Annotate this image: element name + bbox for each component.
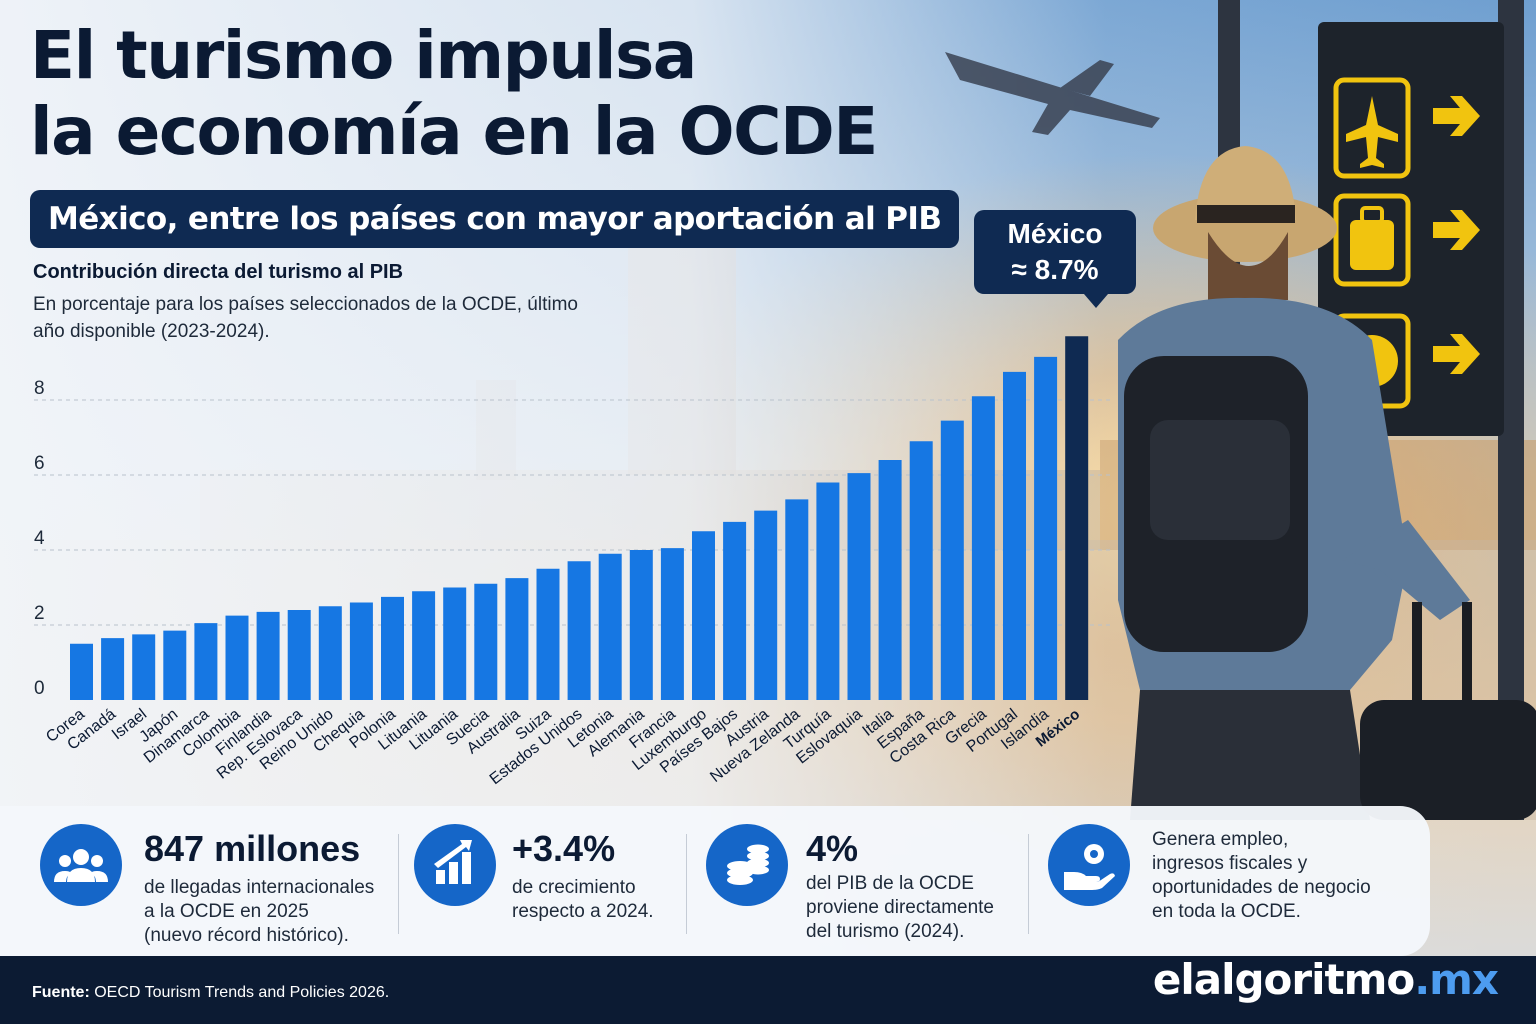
coins-icon [706,824,788,906]
traveler-figure [1118,146,1536,820]
brand-main: elalgoritmo [1152,955,1415,1004]
stat-text-line: del PIB de la OCDE [806,873,974,894]
title-line-2: la economía en la OCDE [30,93,878,170]
stat-growth-value: +3.4% [512,828,616,869]
stat-arrivals-value: 847 millones [144,828,361,869]
stat-text-line: respecto a 2024. [512,901,654,922]
brand-logo[interactable]: elalgoritmo.mx [1152,955,1499,1004]
stat-employment: Genera empleo, ingresos fiscales y oport… [1048,806,1418,956]
bar-growth-icon [414,824,496,906]
divider [686,834,687,934]
source-label: Fuente: [32,984,90,1001]
chart-title: Contribución directa del turismo al PIB [33,261,404,283]
arrow-right-icon [1433,334,1480,374]
stat-text-line: oportunidades de negocio [1152,877,1371,898]
chart-subtitle: En porcentaje para los países selecciona… [33,294,578,342]
stat-gdp: 4% del PIB de la OCDE proviene directame… [706,806,1026,956]
stat-arrivals-text: de llegadas internacionales a la OCDE en… [144,876,374,948]
stat-growth: +3.4% de crecimiento respecto a 2024. [414,806,694,956]
hand-gear-icon [1048,824,1130,906]
source-text: OECD Tourism Trends and Policies 2026. [94,984,390,1001]
arrow-right-icon [1433,96,1480,136]
stat-growth-text: de crecimiento respecto a 2024. [512,876,654,924]
stat-arrivals: 847 millones de llegadas internacionales… [40,806,410,956]
people-group-icon [40,824,122,906]
stat-gdp-text: del PIB de la OCDE proviene directamente… [806,872,994,944]
mexico-callout: México ≈ 8.7% [974,210,1136,308]
stat-text-line: en toda la OCDE. [1152,901,1301,922]
callout-value: ≈ 8.7% [1011,254,1099,285]
stat-text-line: a la OCDE en 2025 [144,901,309,922]
plane-sign-icon [1333,77,1411,179]
page-title: El turismo impulsa la economía en la OCD… [30,17,878,170]
brand-tld: .mx [1414,955,1499,1004]
footer-bar [0,956,1536,1024]
divider [398,834,399,934]
divider [1028,834,1029,934]
title-line-1: El turismo impulsa [30,17,697,94]
stat-text-line: Genera empleo, [1152,829,1289,850]
stat-text-line: (nuevo récord histórico). [144,925,349,946]
source-note: Fuente: OECD Tourism Trends and Policies… [32,984,389,1002]
stat-text-line: de llegadas internacionales [144,877,375,898]
arrow-right-icon [1433,210,1480,250]
stats-panel: 847 millones de llegadas internacionales… [0,806,1430,956]
stat-employment-text: Genera empleo, ingresos fiscales y oport… [1152,828,1371,924]
callout-country: México [1007,218,1103,249]
stat-gdp-value: 4% [806,828,859,869]
stat-text-line: ingresos fiscales y [1152,853,1308,874]
stat-text-line: de crecimiento [512,877,636,898]
subtitle-banner: México, entre los países con mayor aport… [30,190,960,248]
stat-text-line: del turismo (2024). [806,921,965,942]
airplane-icon [945,52,1160,135]
luggage-sign-icon [1333,193,1411,287]
stat-text-line: proviene directamente [806,897,994,918]
